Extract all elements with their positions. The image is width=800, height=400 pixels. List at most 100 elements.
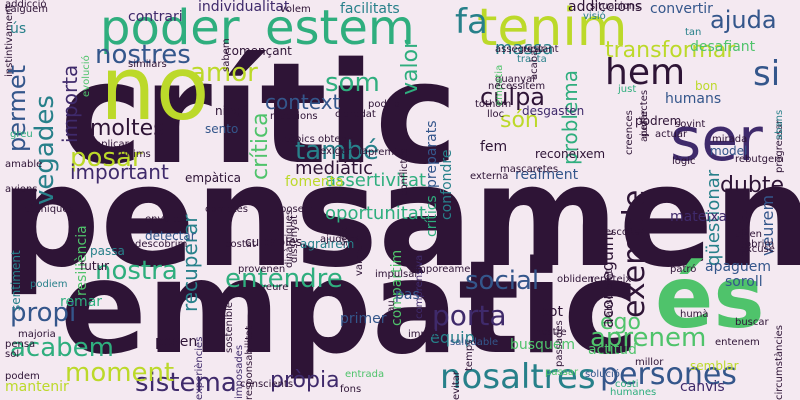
- cloud-word: ajudem: [320, 234, 358, 245]
- cloud-word: bloquejos: [739, 209, 750, 258]
- cloud-word: soroll: [725, 274, 763, 290]
- cloud-word: addiccions: [568, 0, 643, 15]
- cloud-word: situacions: [590, 1, 641, 12]
- cloud-word: apaguem: [705, 259, 772, 275]
- cloud-word: buscar: [735, 317, 769, 328]
- cloud-word: exigència: [320, 146, 368, 157]
- cloud-word: guanyar: [495, 74, 537, 85]
- cloud-word: conscients: [240, 379, 294, 390]
- cloud-word: important: [70, 160, 169, 184]
- cloud-word: experiències: [194, 336, 205, 400]
- cloud-word: provenen: [238, 264, 286, 275]
- cloud-word: dubte: [720, 173, 785, 198]
- cloud-word: passades: [554, 320, 565, 367]
- cloud-word: social: [465, 266, 540, 296]
- cloud-word: nostre: [535, 327, 567, 338]
- cloud-word: tenim: [477, 0, 628, 58]
- cloud-word: assertivitat: [325, 170, 427, 191]
- cloud-word: som: [325, 68, 380, 98]
- cloud-word: assegurar: [495, 44, 545, 55]
- cloud-word: oportunitat: [325, 203, 426, 224]
- cloud-word: obliden: [557, 274, 594, 285]
- cloud-word: similars: [128, 59, 167, 70]
- cloud-word: canvis: [680, 379, 725, 395]
- cloud-word: podem: [5, 371, 40, 382]
- cloud-word: actitud: [588, 342, 637, 358]
- cloud-word: clau: [386, 300, 397, 321]
- cloud-word: és: [655, 248, 765, 348]
- cloud-word: reconeixem: [535, 147, 606, 161]
- cloud-word: rebutgem: [735, 154, 784, 165]
- cloud-word: pensament: [0, 136, 800, 299]
- cloud-word: poder: [100, 0, 240, 56]
- cloud-word: restant: [523, 44, 559, 55]
- cloud-word: agrairem: [300, 237, 355, 251]
- cloud-word: passar: [545, 367, 579, 378]
- cloud-word: abans: [774, 109, 785, 140]
- cloud-word: obrim: [745, 239, 775, 250]
- cloud-word: actuar: [655, 129, 688, 140]
- cloud-word: individualitat: [198, 0, 290, 15]
- cloud-word: greu: [10, 129, 33, 140]
- cloud-word: fons: [340, 384, 362, 395]
- cloud-word: empàtica: [185, 171, 242, 185]
- cloud-word: realment: [515, 167, 579, 183]
- cloud-word: humà: [680, 309, 709, 320]
- cloud-word: també: [295, 136, 379, 166]
- cloud-word: desgasten: [522, 104, 585, 118]
- cloud-word: humans: [665, 91, 722, 107]
- cloud-word: entendre: [225, 264, 343, 294]
- cloud-word: hem: [605, 52, 686, 93]
- cloud-word: costi: [615, 379, 639, 390]
- cloud-word: busquem: [510, 337, 576, 353]
- cloud-word: amable: [5, 159, 43, 170]
- cloud-word: si: [753, 54, 781, 94]
- cloud-word: costat: [225, 239, 256, 250]
- cloud-word: evitar: [451, 370, 462, 400]
- cloud-word: emporeament: [410, 264, 481, 275]
- cloud-word: envolta: [145, 214, 183, 225]
- cloud-word: entenem: [715, 337, 760, 348]
- cloud-word: nosaltres: [440, 357, 596, 397]
- cloud-word: pas: [395, 287, 420, 303]
- cloud-word: absorbint: [604, 269, 615, 317]
- cloud-word: millor: [635, 357, 664, 368]
- cloud-word: ningú: [215, 104, 249, 118]
- cloud-word: obtenir: [318, 134, 354, 145]
- cloud-word: impulsar: [375, 269, 419, 280]
- cloud-word: sistema: [135, 368, 237, 398]
- cloud-word: reaccions: [270, 111, 318, 122]
- cloud-word: podria: [368, 99, 400, 110]
- cloud-word: pròpia: [270, 368, 340, 393]
- cloud-word: mateixa: [670, 209, 728, 225]
- cloud-word: circumstàncies: [774, 325, 785, 400]
- cloud-word: claredat: [335, 109, 376, 120]
- cloud-word: persones: [600, 357, 737, 392]
- cloud-word: veure: [260, 282, 289, 293]
- cloud-word: primer: [340, 311, 387, 327]
- cloud-word: humanes: [610, 387, 657, 398]
- cloud-word: preparats: [424, 120, 440, 188]
- cloud-word: futur: [80, 259, 110, 273]
- cloud-word: transformar: [605, 38, 736, 63]
- cloud-word: excuse: [740, 244, 775, 255]
- cloud-word: ajudar: [639, 110, 650, 142]
- cloud-word: crítica: [248, 112, 273, 180]
- cloud-word: detectar: [145, 229, 196, 243]
- cloud-word: estem: [265, 0, 415, 56]
- cloud-word: mirada: [712, 134, 748, 145]
- cloud-word: nostra: [95, 256, 178, 286]
- cloud-word: passa: [90, 244, 125, 258]
- cloud-word: equip: [430, 328, 475, 347]
- cloud-word: mediàtic: [295, 158, 374, 179]
- cloud-word: instintivament: [4, 4, 15, 77]
- cloud-word: caiguem: [5, 4, 48, 15]
- cloud-word: desafiant: [690, 39, 756, 55]
- cloud-word: ego: [600, 310, 641, 335]
- cloud-word: convertir: [650, 1, 713, 17]
- cloud-word: remar: [60, 294, 103, 310]
- cloud-word: propi: [10, 298, 77, 328]
- cloud-word: facilitats: [340, 1, 400, 17]
- cloud-word: comptes: [205, 204, 248, 215]
